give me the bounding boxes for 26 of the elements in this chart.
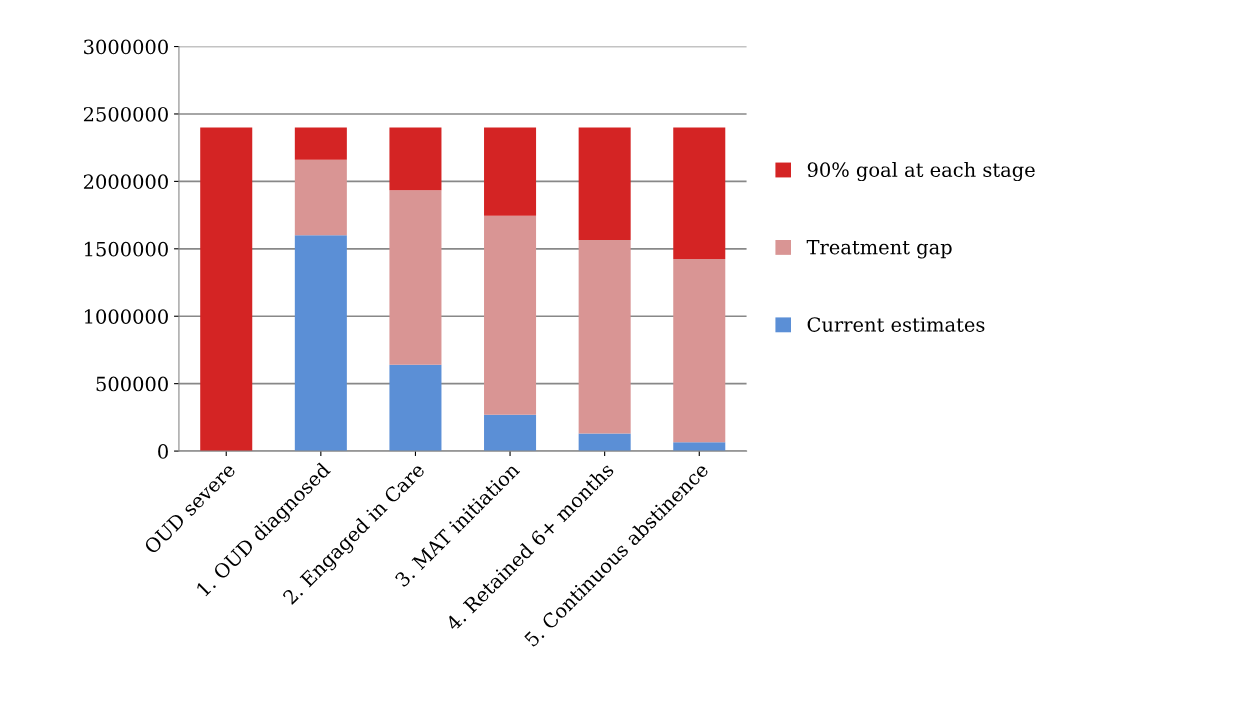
y-tick-label: 0 <box>158 444 168 459</box>
bar <box>673 442 726 452</box>
bar <box>294 127 347 160</box>
bar <box>294 235 347 452</box>
bar <box>484 215 537 415</box>
bar <box>389 127 442 191</box>
legend-label: Current estimates <box>807 317 985 332</box>
y-tick-label: 1000000 <box>84 309 168 324</box>
bar <box>389 190 442 365</box>
bar <box>673 127 726 259</box>
legend-label: Treatment gap <box>806 240 952 259</box>
bar <box>484 127 537 216</box>
bar <box>578 127 631 241</box>
y-tick-label: 3000000 <box>84 39 168 55</box>
bar <box>484 414 537 452</box>
y-tick-label: 500000 <box>96 376 168 392</box>
bar <box>578 433 631 452</box>
y-tick-label: 2500000 <box>83 106 168 122</box>
legend-label: 90% goal at each stage <box>807 161 1035 182</box>
bar <box>200 127 253 452</box>
bar <box>389 364 442 452</box>
y-tick-label: 1500000 <box>84 241 168 257</box>
bar <box>294 159 347 236</box>
bar <box>673 258 726 443</box>
y-tick-label: 2000000 <box>83 174 168 190</box>
bar <box>578 240 631 434</box>
